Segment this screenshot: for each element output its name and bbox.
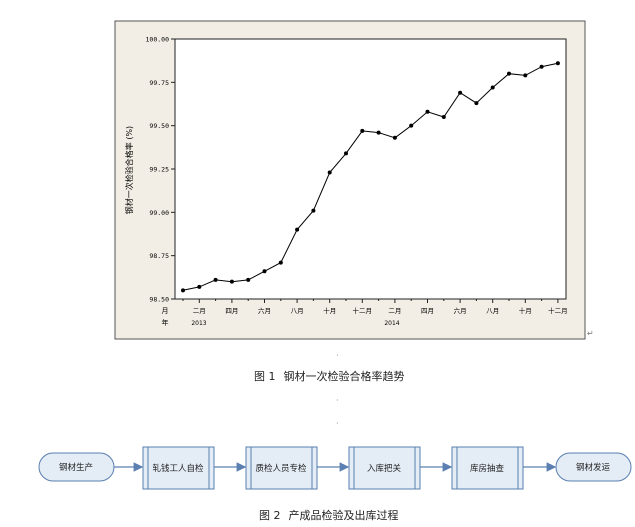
x-tick-label: 六月: [454, 306, 467, 315]
data-point: [392, 135, 397, 140]
data-point: [295, 227, 300, 232]
step-node-2: 质检人员专检: [245, 446, 318, 490]
data-point: [181, 288, 185, 293]
series-line: [182, 62, 559, 291]
x-year-label: 年: [162, 318, 169, 327]
data-point: [539, 64, 544, 69]
figure-1-caption: 图 1 钢材一次检验合格率趋势: [254, 368, 405, 384]
paragraph-mark: ·: [336, 419, 339, 428]
plot-area: [174, 38, 567, 300]
paragraph-mark: ·: [336, 396, 339, 405]
step-node-4: 库房抽查: [451, 446, 524, 490]
data-point: [490, 85, 495, 90]
data-point: [262, 269, 267, 274]
data-point: [197, 284, 202, 289]
figure-1-title: 钢材一次检验合格率趋势: [283, 370, 405, 383]
figure-2-title: 产成品检验及出库过程: [288, 509, 399, 522]
data-point: [376, 130, 381, 135]
x-tick-label: 八月: [291, 307, 304, 315]
x-tick-label: 八月: [486, 307, 499, 315]
step-node-1-label: 轧钱工人自检: [152, 463, 204, 474]
data-point: [458, 90, 463, 95]
data-point: [229, 279, 234, 284]
data-point: [441, 115, 446, 119]
x-tick-label: 十二月: [353, 306, 373, 315]
data-point: [409, 123, 414, 128]
x-tick-label: 六月: [258, 306, 271, 315]
data-point: [474, 101, 479, 106]
data-point: [246, 277, 251, 282]
year-label-2014: 2014: [384, 320, 399, 327]
x-tick-label: 十月: [519, 306, 532, 315]
x-tick-label: 二月: [193, 307, 206, 315]
x-tick-label: 二月: [388, 307, 401, 315]
start-node-label: 钢材生产: [59, 462, 93, 473]
y-tick-label: 99.75: [149, 79, 169, 87]
figure-2-number: 图 2: [259, 509, 281, 522]
figure-1-number: 图 1: [254, 370, 276, 383]
paragraph-mark: ↵: [587, 329, 594, 338]
figure-2-caption: 图 2 产成品检验及出库过程: [259, 507, 399, 523]
step-node-3-label: 入库把关: [367, 463, 402, 474]
y-tick-label: 98.75: [149, 252, 169, 260]
step-node-4-label: 库房抽查: [470, 463, 505, 474]
data-point: [360, 128, 365, 133]
y-tick-label: 100.00: [146, 36, 170, 44]
end-node-label: 钢材发运: [576, 462, 611, 473]
step-node-1: 轧钱工人自检: [142, 446, 215, 490]
x-tick-label: 十月: [323, 306, 336, 315]
y-axis-label: 钢材一次检验合格率 (%): [124, 126, 134, 214]
data-point: [344, 151, 348, 156]
x-axis: 二月 四月 六月 八月 十月 十二月 二月 四月 六月 八月 十月 十二月: [182, 299, 568, 315]
x-tick-label: 四月: [225, 307, 238, 315]
x-tick-label: 十二月: [548, 306, 568, 315]
x-tick-label: 四月: [421, 307, 434, 315]
y-tick-label: 99.25: [149, 166, 169, 174]
step-node-3: 入库把关: [348, 446, 421, 490]
series-points: [181, 61, 560, 293]
data-point: [555, 61, 560, 66]
data-point: [327, 170, 332, 175]
data-point: [425, 109, 430, 114]
figure-2-flowchart: 钢材生产 轧钱工人自检 质检人员专检 入库把关 库房抽查 钢材发运: [38, 446, 632, 490]
x-month-label: 月: [162, 307, 169, 315]
year-label-2013: 2013: [191, 320, 206, 327]
figure-1-chart: 100.00 99.75 99.50 99.25 99.00 98.75 98.50 二月 四…: [114, 20, 586, 340]
y-tick-label: 99.00: [149, 209, 169, 217]
y-tick-label: 98.50: [149, 296, 169, 304]
y-tick-label: 99.50: [149, 122, 169, 130]
data-point: [278, 260, 283, 265]
data-point: [213, 277, 218, 282]
data-point: [523, 73, 528, 78]
paragraph-mark: ·: [336, 351, 339, 360]
data-point: [507, 71, 511, 76]
data-point: [311, 208, 316, 213]
y-axis: 100.00 99.75 99.50 99.25 99.00 98.75 98.50: [146, 36, 175, 304]
step-node-2-label: 质检人员专检: [255, 463, 307, 474]
